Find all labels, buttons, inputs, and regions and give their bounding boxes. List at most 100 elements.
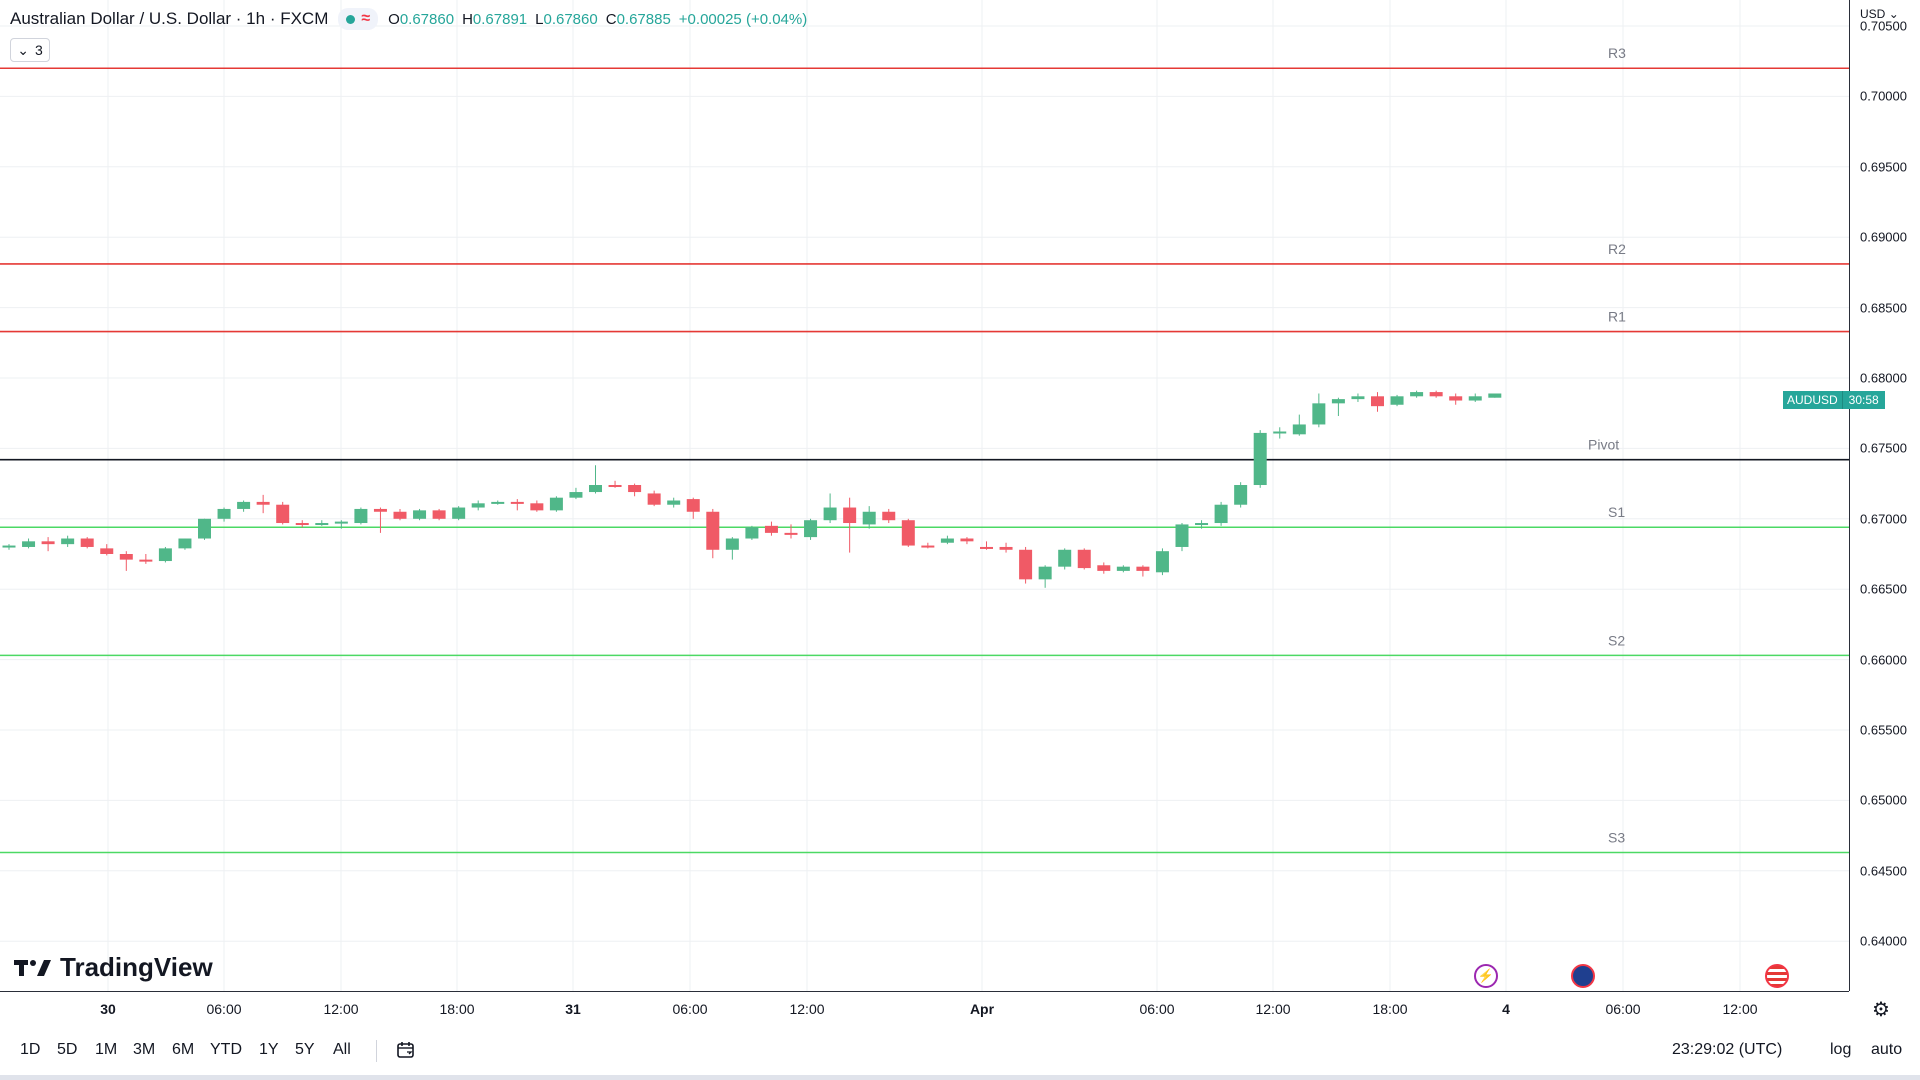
- candle-body: [373, 508, 387, 512]
- tradingview-logo[interactable]: TradingView: [14, 952, 213, 983]
- utc-clock[interactable]: 23:29:02 (UTC): [1672, 1041, 1783, 1058]
- candle-body: [1175, 524, 1189, 547]
- candle-body: [921, 545, 935, 548]
- candle: [295, 520, 309, 528]
- candle-body: [999, 546, 1013, 550]
- time-tick-label: Apr: [969, 1001, 995, 1017]
- time-axis[interactable]: [0, 991, 1849, 1024]
- candle: [882, 508, 896, 524]
- candle: [764, 521, 778, 536]
- open-value: 0.67860: [399, 10, 455, 28]
- range-button-1d[interactable]: 1D: [20, 1041, 41, 1058]
- range-button-5y[interactable]: 5Y: [295, 1041, 315, 1058]
- low-value: 0.67860: [543, 10, 598, 28]
- candle-body: [1292, 424, 1306, 435]
- candle-body: [725, 538, 739, 550]
- candle-body: [569, 492, 583, 498]
- range-button-ytd[interactable]: YTD: [210, 1041, 242, 1058]
- candle-body: [882, 511, 896, 521]
- candle: [1038, 565, 1052, 588]
- price-tick-label: 0.70000: [1860, 88, 1907, 104]
- candle: [1429, 390, 1443, 398]
- candle-body: [256, 501, 270, 505]
- auto-scale-toggle[interactable]: auto: [1871, 1041, 1903, 1058]
- candle-body: [1371, 396, 1384, 407]
- price-axis[interactable]: USD ⌄ 0.70500 0.70000 0.69500 0.69000 0.6850…: [1849, 0, 1920, 991]
- candle-body: [1468, 396, 1482, 401]
- currency-selector[interactable]: USD ⌄: [1860, 7, 1899, 21]
- price-tick-label: 0.70500: [1860, 18, 1907, 34]
- candle: [139, 554, 153, 564]
- candle-body: [823, 507, 837, 521]
- candle: [22, 538, 36, 549]
- log-scale-toggle[interactable]: log: [1830, 1041, 1852, 1058]
- candle: [1312, 393, 1326, 428]
- candle-body: [745, 527, 759, 539]
- candle-body: [1351, 396, 1365, 400]
- candle: [1390, 394, 1404, 407]
- candle: [706, 508, 720, 559]
- candle-body: [510, 501, 524, 504]
- candle-body: [843, 507, 857, 524]
- price-tick-label: 0.64000: [1860, 933, 1907, 949]
- market-status-pill[interactable]: ≈: [338, 8, 379, 30]
- candle: [413, 508, 427, 521]
- range-button-6m[interactable]: 6M: [172, 1041, 195, 1058]
- candle-body: [1155, 551, 1169, 573]
- candle-body: [804, 520, 818, 538]
- candle: [1234, 482, 1248, 508]
- candle: [61, 535, 75, 547]
- range-button-all[interactable]: All: [333, 1041, 351, 1058]
- range-button-1y[interactable]: 1Y: [259, 1041, 279, 1058]
- price-tick-label: 0.69500: [1860, 159, 1907, 175]
- time-tick-label: 12:00: [789, 1001, 825, 1017]
- candle-body: [1136, 566, 1150, 571]
- candle-body: [119, 554, 133, 560]
- range-button-5d[interactable]: 5D: [57, 1041, 78, 1058]
- candle: [1488, 393, 1502, 398]
- candle-body: [1253, 432, 1267, 486]
- price-tick-label: 0.66500: [1860, 581, 1907, 597]
- candle-body: [1234, 485, 1248, 505]
- candle-body: [139, 559, 153, 562]
- pivot-label-r3: R3: [1608, 45, 1626, 61]
- candle-body: [628, 485, 642, 493]
- market-open-dot-icon: [346, 14, 356, 24]
- candle: [491, 500, 505, 505]
- candle: [1155, 548, 1169, 576]
- tradingview-logo-icon: [14, 959, 51, 976]
- candle: [432, 508, 446, 521]
- candle-body: [158, 548, 172, 562]
- candle: [1077, 548, 1091, 570]
- candle-body: [1077, 549, 1091, 569]
- lightning-event-icon[interactable]: ⚡: [1474, 964, 1498, 988]
- candle-body: [2, 545, 16, 548]
- candle: [334, 520, 348, 529]
- candle: [686, 497, 700, 519]
- candle: [217, 507, 231, 522]
- time-tick-label: 18:00: [1372, 1001, 1408, 1017]
- candle-body: [1116, 566, 1130, 571]
- australia-flag-event-icon[interactable]: [1571, 964, 1595, 988]
- bar-countdown: 30:58: [1841, 391, 1885, 409]
- time-tick-label: 12:00: [323, 1001, 359, 1017]
- us-flag-event-icon[interactable]: [1765, 964, 1789, 988]
- candle: [1175, 523, 1189, 552]
- range-button-3m[interactable]: 3M: [133, 1041, 156, 1058]
- pivot-label-s1: S1: [1608, 504, 1625, 520]
- ohlc-values: O0.67860 H0.67891 L0.67860 C0.67885 +0.0…: [388, 10, 808, 28]
- time-tick-label: 4: [1502, 1001, 1510, 1017]
- candle: [510, 499, 524, 511]
- candle: [198, 518, 211, 540]
- date-range-icon[interactable]: [396, 1041, 416, 1064]
- range-button-1m[interactable]: 1M: [95, 1041, 118, 1058]
- symbol-title[interactable]: Australian Dollar / U.S. Dollar · 1h · F…: [10, 9, 329, 28]
- indicators-toggle-button[interactable]: ⌄ 3: [10, 38, 50, 62]
- candle-body: [980, 546, 993, 549]
- candle-body: [1214, 504, 1228, 524]
- candlestick-chart[interactable]: R3 R2 R1 Pivot S1 S2 S3: [0, 0, 1850, 991]
- candle: [452, 506, 466, 521]
- price-tick-label: 0.68500: [1860, 300, 1907, 316]
- gear-icon[interactable]: ⚙: [1872, 999, 1890, 1021]
- candle-body: [1331, 399, 1345, 404]
